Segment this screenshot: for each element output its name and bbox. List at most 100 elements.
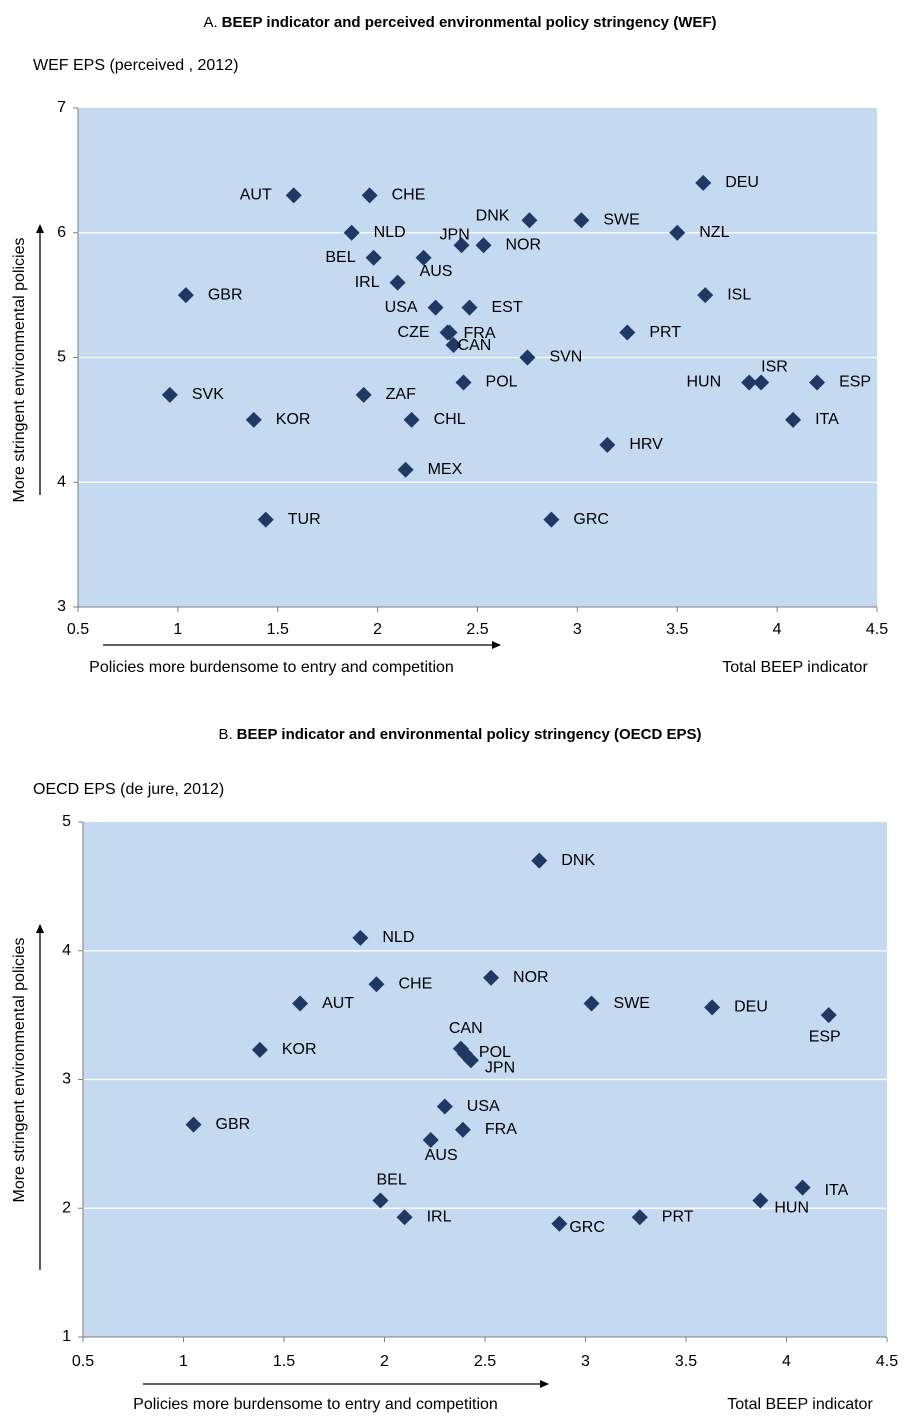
point — [343, 224, 360, 241]
point-label: POL — [479, 1044, 511, 1061]
x-tick-label: 1.5 — [267, 621, 289, 638]
point — [461, 299, 478, 316]
point-label: NOR — [513, 969, 549, 986]
point-label: BEL — [376, 1172, 406, 1189]
title-text: BEEP indicator and environmental policy … — [237, 726, 702, 743]
point-label: KOR — [276, 411, 311, 428]
point-label: GBR — [208, 286, 243, 303]
point — [427, 299, 444, 316]
y-tick-label: 5 — [62, 813, 71, 830]
point — [519, 349, 536, 366]
x-tick-label: 3.5 — [675, 1353, 697, 1370]
point — [185, 1116, 202, 1133]
point — [441, 324, 458, 341]
point-label: BEL — [325, 249, 355, 266]
point-label: DNK — [476, 207, 510, 224]
point-label: CHL — [434, 411, 466, 428]
point-label: KOR — [282, 1041, 317, 1058]
point — [462, 1052, 479, 1069]
point — [669, 224, 686, 241]
x-tick-label: 0.5 — [72, 1353, 94, 1370]
point-label: POL — [486, 374, 518, 391]
y-tick-label: 3 — [62, 1071, 71, 1088]
x-tick-label: 3.5 — [666, 621, 688, 638]
point — [809, 374, 826, 391]
x-tick-label: 1.5 — [273, 1353, 295, 1370]
point — [752, 1192, 769, 1209]
point-label: ISR — [761, 359, 788, 376]
point — [161, 386, 178, 403]
point — [361, 187, 378, 204]
point — [422, 1132, 439, 1149]
point — [697, 287, 714, 304]
point-label: CAN — [449, 1020, 483, 1037]
point — [543, 511, 560, 528]
point-label: ITA — [815, 411, 839, 428]
x-tick-label: 2 — [380, 1353, 389, 1370]
title-text: BEEP indicator and perceived environment… — [222, 14, 717, 31]
point — [583, 995, 600, 1012]
point-label: GBR — [216, 1116, 251, 1133]
x-tick-label: 0.5 — [67, 621, 89, 638]
point-label: IRL — [355, 274, 380, 291]
point-label: AUT — [240, 187, 272, 204]
x-axis-title: Total BEEP indicator — [727, 1396, 873, 1413]
y-tick-label: 5 — [57, 349, 66, 366]
point-label: ESP — [839, 374, 871, 391]
point — [455, 374, 472, 391]
point-label: HUN — [686, 374, 721, 391]
x-arrow-label: Policies more burdensome to entry and co… — [89, 659, 454, 676]
point — [368, 976, 385, 993]
point — [403, 411, 420, 428]
point-label: SVN — [549, 349, 582, 366]
x-tick-label: 3 — [573, 621, 582, 638]
point-label: JPN — [440, 226, 470, 243]
point — [445, 337, 462, 354]
x-axis-title: Total BEEP indicator — [722, 659, 868, 676]
point-label: GRC — [573, 511, 609, 528]
point-label: SWE — [614, 995, 650, 1012]
point-label: HUN — [774, 1200, 809, 1217]
y-axis-title: OECD EPS (de jure, 2012) — [33, 781, 224, 798]
point-label: DEU — [734, 999, 768, 1016]
y-tick-label: 1 — [62, 1328, 71, 1345]
point-label: PRT — [662, 1208, 694, 1225]
x-tick-label: 1 — [173, 621, 182, 638]
point-label: ITA — [825, 1182, 849, 1199]
y-axis-title: WEF EPS (perceived , 2012) — [33, 57, 238, 74]
point-label: NZL — [699, 224, 729, 241]
point — [704, 999, 721, 1016]
point — [695, 174, 712, 191]
point-label: NLD — [382, 929, 414, 946]
point-label: ISL — [727, 286, 751, 303]
point — [436, 1098, 453, 1115]
point — [285, 187, 302, 204]
point-label: GRC — [569, 1219, 605, 1236]
point-label: TUR — [288, 511, 321, 528]
point — [292, 995, 309, 1012]
chart-title: A. BEEP indicator and perceived environme… — [203, 14, 716, 31]
point-label: MEX — [428, 461, 463, 478]
point-label: DEU — [725, 174, 759, 191]
point-label: HRV — [629, 436, 663, 453]
point — [475, 237, 492, 254]
point-label: AUS — [420, 263, 453, 280]
point — [397, 461, 414, 478]
x-tick-label: 4.5 — [866, 621, 888, 638]
point — [631, 1209, 648, 1226]
point — [551, 1215, 568, 1232]
point — [785, 411, 802, 428]
point — [753, 374, 770, 391]
y-tick-label: 4 — [57, 473, 66, 490]
point — [820, 1007, 837, 1024]
x-tick-label: 2.5 — [466, 621, 488, 638]
point-label: SWE — [603, 211, 639, 228]
point-label: PRT — [649, 324, 681, 341]
x-tick-label: 4 — [773, 621, 782, 638]
y-arrow-label: More stringent environmental policies — [11, 937, 28, 1202]
x-tick-label: 1 — [179, 1353, 188, 1370]
point — [352, 929, 369, 946]
x-tick-label: 2 — [373, 621, 382, 638]
point-label: AUS — [425, 1147, 458, 1164]
